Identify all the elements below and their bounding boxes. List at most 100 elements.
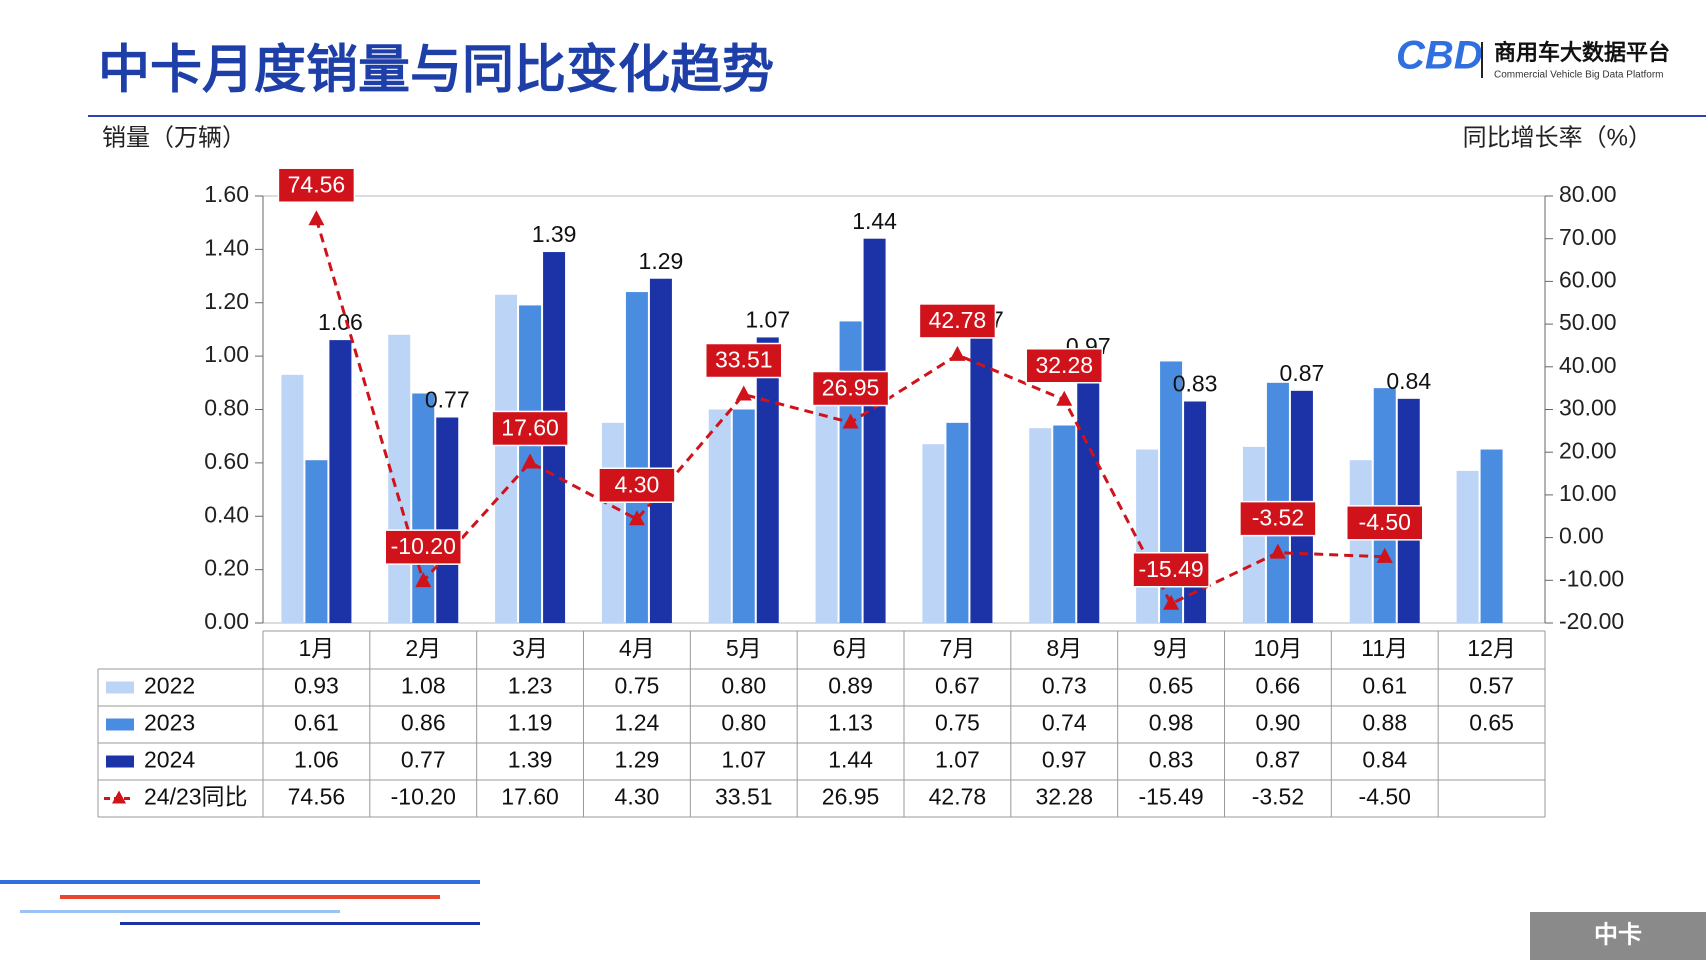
table-cell: 1.07	[721, 747, 766, 773]
table-cell: 42.78	[929, 784, 987, 810]
line-value-label: 26.95	[822, 375, 880, 401]
line-value-label: 17.60	[501, 415, 559, 441]
table-cell: 0.97	[1042, 747, 1087, 773]
bar	[1480, 449, 1503, 623]
line-label-box	[1239, 500, 1317, 537]
line-value-label: 33.51	[715, 347, 773, 373]
line-marker	[1163, 594, 1180, 610]
table-cell: 0.66	[1256, 673, 1301, 699]
line-label-box	[598, 467, 676, 503]
table-cell: 0.87	[1256, 747, 1301, 773]
table-cell: 0.57	[1469, 673, 1514, 699]
table-cell: 0.83	[1149, 747, 1194, 773]
table-cell: 0.75	[935, 710, 980, 736]
bar	[436, 417, 459, 623]
y-tick-label: 0.80	[204, 395, 249, 421]
line-label-box	[1346, 505, 1424, 541]
x-tick-label: 1月	[299, 635, 335, 661]
line-value-label: -4.50	[1359, 509, 1411, 535]
x-tick-label: 6月	[833, 635, 869, 661]
bar-value-label: 0.87	[1280, 360, 1325, 386]
table-cell: 0.93	[294, 673, 339, 699]
table-cell: 1.23	[508, 673, 553, 699]
table-cell: 17.60	[501, 784, 559, 810]
y2-tick-label: 50.00	[1559, 309, 1617, 335]
bar	[1456, 470, 1479, 623]
table-cell: 0.80	[721, 673, 766, 699]
bar	[863, 238, 886, 623]
bar	[1349, 460, 1372, 623]
line-marker	[735, 385, 752, 401]
table-cell: 0.77	[401, 747, 446, 773]
table-cell: 1.07	[935, 747, 980, 773]
data-table: 1月 2月 3月 4月 5月 6月 7月 8月 9月 10月 11月 12月 2022 0.93 1.08 1…	[97, 630, 1546, 818]
bar	[1029, 428, 1052, 623]
x-tick-label: 8月	[1046, 635, 1082, 661]
bar	[601, 422, 624, 623]
bar	[1136, 449, 1159, 623]
y2-tick-label: 20.00	[1559, 437, 1617, 463]
x-tick-label: 3月	[512, 635, 548, 661]
bar-value-label: 1.07	[745, 307, 790, 333]
y2-tick-label: 40.00	[1559, 352, 1617, 378]
table-cell: 0.80	[721, 710, 766, 736]
line-value-label: -10.20	[391, 533, 456, 559]
chart-title: 中卡月度销量与同比变化趋势	[98, 42, 774, 100]
table-cell: 0.88	[1362, 710, 1407, 736]
line-marker	[628, 510, 645, 526]
bar	[815, 385, 838, 623]
y-tick-label: 0.40	[204, 501, 249, 527]
bar	[708, 409, 731, 623]
x-tick-label: 12月	[1467, 635, 1516, 661]
line-label-box	[918, 303, 997, 339]
table-cell: 1.39	[508, 747, 553, 773]
x-tick-label: 10月	[1254, 635, 1303, 661]
line-marker	[415, 572, 432, 588]
table-cell: 1.19	[508, 710, 553, 736]
y-tick-label: 1.20	[204, 288, 249, 314]
line-label-box	[277, 167, 356, 203]
line-marker	[1056, 390, 1073, 406]
bar	[1053, 425, 1076, 623]
y2-tick-label: 80.00	[1559, 181, 1617, 207]
line-marker	[308, 210, 325, 226]
y2-tick-label: 70.00	[1559, 224, 1617, 250]
y-tick-label: 0.60	[204, 448, 249, 474]
line-marker	[1376, 547, 1393, 563]
bar	[970, 337, 993, 623]
bar	[495, 294, 518, 623]
y-axis-label: 销量（万辆）	[102, 124, 246, 151]
y-tick-label: 1.40	[204, 234, 249, 260]
logo-name: 商用车大数据平台	[1494, 40, 1670, 65]
bar-value-label: 0.83	[1173, 371, 1218, 397]
table-cell: -10.20	[391, 784, 456, 810]
line-label-box	[705, 342, 783, 379]
legend-label: 2022	[144, 673, 195, 699]
legend-swatch	[106, 681, 134, 694]
bar-value-label: 1.39	[532, 221, 577, 247]
bar	[412, 393, 435, 623]
line-label-box	[811, 370, 890, 407]
table-cell: 0.74	[1042, 710, 1087, 736]
table-cell: 32.28	[1035, 784, 1093, 810]
table-cell: -4.50	[1359, 784, 1411, 810]
y2-tick-label: 30.00	[1559, 395, 1617, 421]
x-tick-label: 4月	[619, 635, 655, 661]
x-tick-label: 11月	[1361, 635, 1408, 661]
bar-value-label: 1.29	[639, 248, 684, 274]
tag: 中卡	[1594, 921, 1642, 948]
table-cell: 0.89	[828, 673, 873, 699]
y-tick-label: 1.00	[204, 341, 249, 367]
table-cell: 0.61	[294, 710, 339, 736]
line-value-label: -15.49	[1138, 556, 1203, 582]
bar	[756, 337, 779, 623]
bar-value-label: 0.77	[425, 387, 470, 413]
bar	[839, 321, 862, 623]
bar	[625, 292, 648, 623]
bar	[1184, 401, 1207, 623]
bar	[305, 460, 328, 623]
table-cell: 0.98	[1149, 710, 1194, 736]
logo-subtitle: Commercial Vehicle Big Data Platform	[1494, 70, 1664, 81]
line-marker	[842, 413, 859, 429]
